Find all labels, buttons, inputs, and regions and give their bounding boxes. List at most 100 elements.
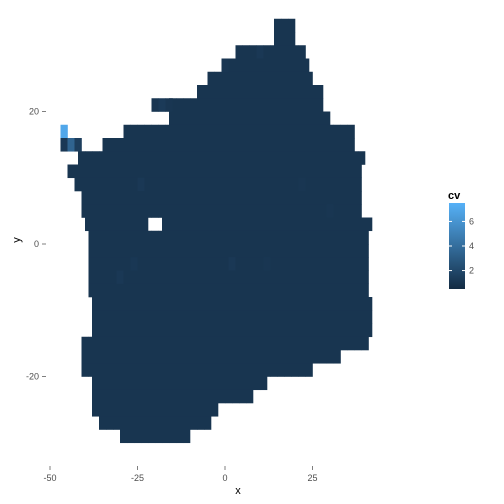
heatmap-tile (109, 191, 117, 205)
heatmap-tile (228, 283, 236, 298)
heatmap-tile (319, 270, 327, 285)
heatmap-tile (95, 270, 103, 285)
heatmap-tile (197, 310, 205, 324)
heatmap-tile (323, 323, 331, 338)
heatmap-tile (172, 138, 180, 152)
heatmap-tile (249, 270, 257, 285)
heatmap-tile (172, 191, 180, 205)
y-axis-title: y (11, 237, 23, 243)
heatmap-tile (333, 270, 341, 285)
heatmap-tile (319, 164, 327, 179)
heatmap-tile (197, 98, 205, 112)
heatmap-tile (102, 230, 110, 245)
heatmap-tile (330, 151, 338, 165)
heatmap-tile (281, 310, 289, 324)
heatmap-tile (158, 350, 166, 364)
heatmap-tile (197, 376, 205, 391)
heatmap-tile (274, 111, 282, 126)
heatmap-tile (130, 164, 138, 179)
heatmap-tile (319, 191, 327, 205)
heatmap-tile (130, 283, 138, 298)
heatmap-tile (102, 204, 110, 218)
heatmap-tile (151, 350, 159, 364)
heatmap-tile (211, 217, 219, 232)
heatmap-tile (165, 270, 173, 285)
heatmap-tile (284, 336, 292, 351)
heatmap-tile (165, 204, 173, 218)
heatmap-tile (197, 85, 205, 99)
heatmap-tile (302, 217, 310, 232)
heatmap-tile (253, 323, 261, 338)
heatmap-tile (109, 230, 117, 245)
heatmap-tile (235, 177, 243, 192)
heatmap-tile (274, 98, 282, 112)
heatmap-tile (155, 416, 163, 430)
heatmap-tile (309, 151, 317, 165)
heatmap-tile (270, 177, 278, 192)
heatmap-tile (176, 323, 184, 338)
heatmap-tile (95, 350, 103, 364)
heatmap-tile (221, 138, 229, 152)
heatmap-tile (239, 376, 247, 391)
heatmap-tile (162, 403, 170, 417)
heatmap-tile (211, 323, 219, 338)
heatmap-tile (291, 138, 299, 152)
heatmap-tile (214, 177, 222, 192)
heatmap-tile (263, 45, 271, 59)
heatmap-tile (354, 191, 362, 205)
heatmap-tile (326, 164, 334, 179)
heatmap-tile (309, 310, 317, 324)
heatmap-tile (239, 98, 247, 112)
heatmap-tile (365, 217, 373, 232)
heatmap-tile (326, 336, 334, 351)
heatmap-tile (116, 363, 124, 377)
heatmap-tile (267, 85, 275, 99)
heatmap-tile (305, 244, 313, 258)
heatmap-tile (67, 164, 75, 179)
heatmap-tile (165, 124, 173, 139)
heatmap-tile (183, 297, 191, 311)
heatmap-tile (221, 204, 229, 218)
heatmap-tile (200, 257, 208, 271)
heatmap-tile (267, 323, 275, 338)
heatmap-tile (193, 124, 201, 139)
heatmap-tile (169, 376, 177, 391)
heatmap-tile (151, 336, 159, 351)
heatmap-tile (256, 244, 264, 258)
x-tick-label: -25 (131, 473, 144, 483)
heatmap-tile (291, 164, 299, 179)
heatmap-tile (270, 164, 278, 179)
heatmap-tile (239, 151, 247, 165)
x-axis: -50 -25 0 25 (43, 466, 318, 483)
heatmap-tile (207, 204, 215, 218)
heatmap-tile (270, 244, 278, 258)
heatmap-tile (326, 283, 334, 298)
heatmap-tile (221, 191, 229, 205)
heatmap-tile (284, 138, 292, 152)
heatmap-tile (312, 177, 320, 192)
heatmap-tile (316, 98, 324, 112)
heatmap-tile (130, 230, 138, 245)
heatmap-tile (347, 336, 355, 351)
heatmap-tile (242, 244, 250, 258)
heatmap-tile (235, 257, 243, 271)
heatmap-tile (228, 363, 236, 377)
heatmap-tile (232, 217, 240, 232)
heatmap-tile (137, 138, 145, 152)
heatmap-tile (116, 257, 124, 271)
heatmap-tile (127, 297, 135, 311)
heatmap-tile (235, 244, 243, 258)
heatmap-tile (151, 191, 159, 205)
heatmap-tile (123, 244, 131, 258)
heatmap-tile (340, 270, 348, 285)
heatmap-tile (123, 124, 131, 139)
heatmap-tile (137, 336, 145, 351)
heatmap-tile (337, 151, 345, 165)
heatmap-tile (155, 376, 163, 391)
heatmap-tile (134, 416, 142, 430)
heatmap-tile (274, 217, 282, 232)
heatmap-tile (162, 297, 170, 311)
heatmap-tile (256, 177, 264, 192)
heatmap-tile (99, 376, 107, 391)
heatmap-tile (186, 124, 194, 139)
